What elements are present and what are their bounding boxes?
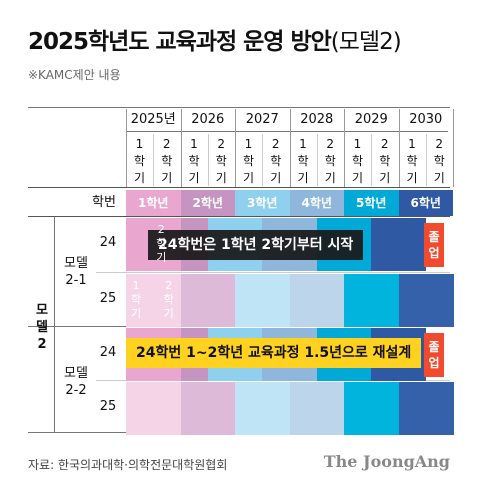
chart-subtitle: ※KAMC제안 내용: [28, 68, 121, 82]
semester-divider: [153, 134, 155, 186]
year-divider: [289, 109, 291, 187]
publisher-logo: The JoongAng: [323, 452, 450, 471]
semester-cell: [153, 274, 181, 327]
haksun-value: 24: [99, 235, 117, 250]
semester-cell: [371, 218, 399, 271]
year-label: 2026: [191, 112, 225, 127]
model-divider: [54, 217, 55, 432]
haksun-value: 25: [99, 291, 117, 306]
semester-divider: [316, 134, 318, 186]
semester-cell: [398, 218, 427, 271]
semester-cell: [207, 382, 236, 435]
semester-cell: [153, 382, 181, 435]
semester-cell: [398, 382, 427, 435]
model-label: 모델 2-1: [64, 256, 88, 288]
table-rule: [28, 216, 450, 217]
semester-cell: [316, 382, 345, 435]
semester-cell: [207, 274, 236, 327]
semester-cell: [180, 274, 209, 327]
table-rule: [28, 187, 450, 188]
grade-header: 3학년: [235, 190, 290, 216]
year-divider: [398, 109, 400, 187]
semester-cell: [344, 382, 372, 435]
semester-cell: [425, 274, 454, 327]
year-divider: [126, 109, 127, 187]
semester-cell: [316, 274, 345, 327]
semester-cell: [289, 274, 318, 327]
table-rule: [28, 107, 450, 108]
grade-header: 5학년: [344, 190, 399, 216]
semester-cell: [235, 274, 263, 327]
semester-divider: [207, 134, 209, 186]
semester-cell: [235, 382, 263, 435]
year-divider: [453, 109, 454, 187]
model-overlay-note: 24학번 1~2학년 교육과정 1.5년으로 재설계: [126, 338, 422, 368]
haksun-value: 24: [99, 345, 117, 360]
grade-header: 6학년: [398, 190, 453, 216]
grade-header: 2학년: [180, 190, 235, 216]
year-divider: [180, 109, 182, 187]
semester-cell: [371, 382, 399, 435]
row-divider: [96, 272, 450, 273]
semester-cell: [344, 274, 372, 327]
year-divider: [344, 109, 345, 187]
semester-cell: [126, 382, 154, 435]
haksun-value: 25: [99, 399, 117, 414]
semester-cell: [425, 382, 454, 435]
year-label: 2027: [245, 112, 279, 127]
year-divider: [235, 109, 236, 187]
semester-divider: [371, 134, 373, 186]
year-label: 2029: [354, 112, 388, 127]
grade-header: 4학년: [289, 190, 344, 216]
semester-cell: [262, 274, 290, 327]
chart-title: 2025학년도 교육과정 운영 방안(모델2): [28, 29, 402, 55]
grade-header: 1학년: [126, 190, 181, 216]
haksun-header: 학번: [92, 195, 116, 210]
year-label: 2028: [300, 112, 334, 127]
source-note: 자료: 한국의과대학·의학전문대학원협회: [28, 458, 228, 472]
title-suffix: (모델2): [330, 29, 402, 55]
semester-cell: [262, 382, 290, 435]
year-label: 2030: [409, 112, 443, 127]
semester-cell: [289, 382, 318, 435]
model-label: 모델 2-2: [64, 366, 88, 398]
model-overlay-note: 24학번은 1학년 2학기부터 시작: [148, 230, 364, 260]
semester-cell: [180, 382, 209, 435]
semester-cell: [371, 274, 399, 327]
table-rule: [126, 131, 448, 132]
semester-cell: [398, 274, 427, 327]
semester-divider: [262, 134, 264, 186]
year-label: 2025년: [130, 112, 176, 127]
semester-divider: [425, 134, 427, 186]
semester-cell: [126, 274, 154, 327]
